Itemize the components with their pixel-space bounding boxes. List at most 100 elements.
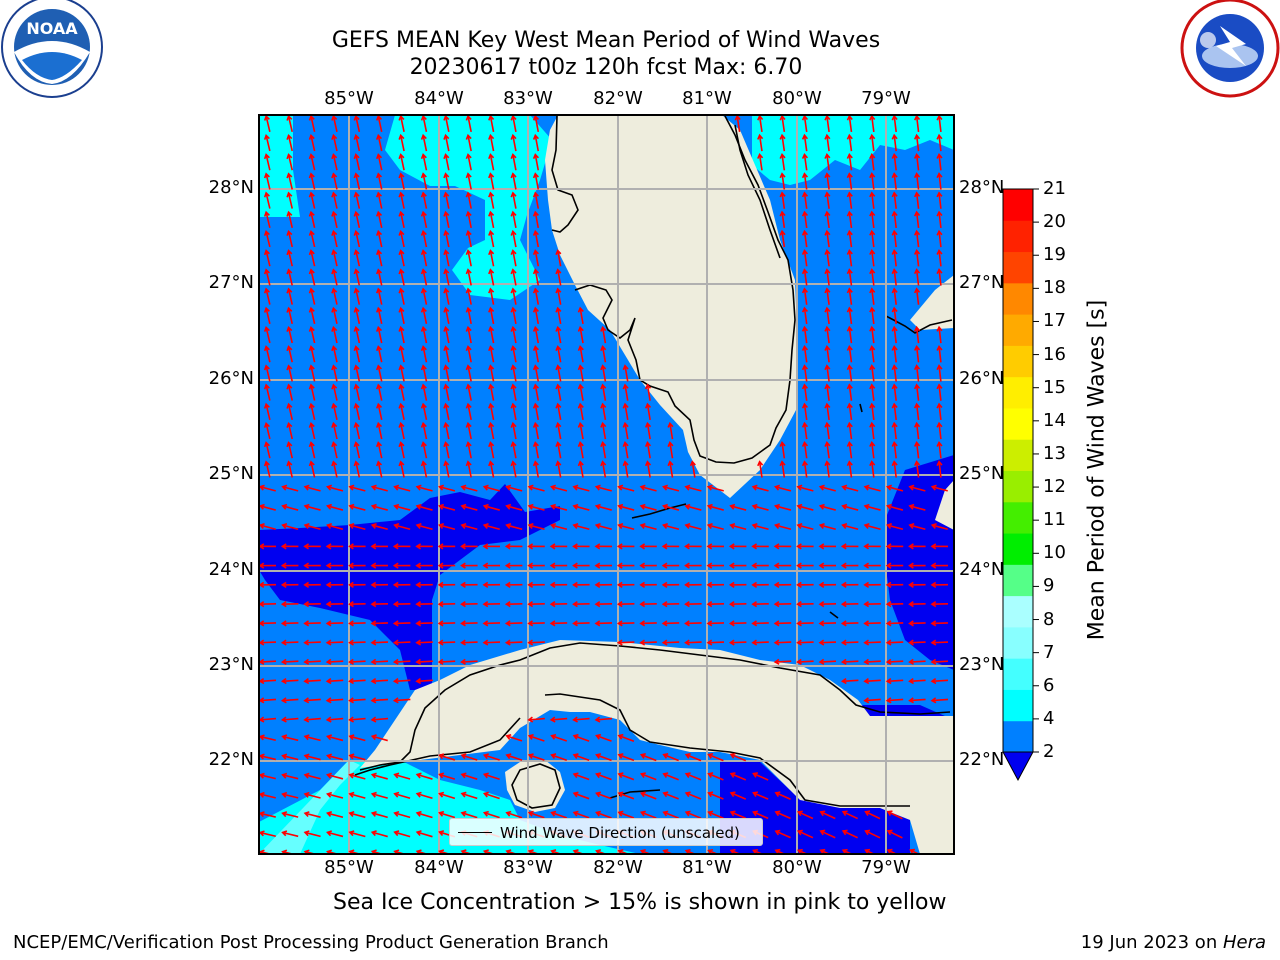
wind-arrowhead (617, 772, 624, 779)
wind-arrowhead (801, 115, 809, 121)
wind-arrow (708, 505, 724, 511)
wind-arrowhead (263, 268, 270, 275)
wind-arrow (371, 660, 389, 663)
wind-arrow (685, 641, 702, 644)
wind-arrowhead (331, 306, 338, 313)
wind-arrow (506, 524, 523, 531)
wind-arrowhead (796, 562, 802, 569)
wind-arrowhead (577, 402, 584, 409)
wind-arrow (870, 327, 875, 344)
wind-arrowhead (908, 678, 914, 685)
wind-arrow (579, 461, 584, 478)
wind-arrow (579, 384, 584, 401)
wind-arrow (512, 442, 517, 459)
wind-arrowhead (594, 484, 601, 491)
wind-arrow (707, 641, 725, 644)
wind-arrowhead (885, 601, 892, 608)
wind-arrowhead (616, 639, 623, 646)
wind-arrowhead (460, 658, 466, 665)
wind-arrowhead (460, 484, 467, 491)
wind-arrowhead (348, 562, 354, 569)
wind-arrowhead (869, 115, 876, 121)
wind-arrowhead (891, 248, 898, 255)
wind-arrow (394, 773, 411, 780)
wind-arrow (893, 115, 897, 133)
wind-arrowhead (550, 733, 557, 740)
wind-arrow (260, 485, 276, 492)
wind-arrowhead (824, 287, 831, 294)
wind-arrow (282, 641, 299, 644)
wind-arrow (467, 288, 472, 305)
wind-arrowhead (572, 581, 578, 588)
wind-arrow (506, 485, 523, 492)
wind-arrowhead (639, 562, 646, 569)
wind-arrow (377, 461, 383, 478)
wind-arrowhead (801, 133, 809, 140)
wind-arrowhead (398, 441, 405, 448)
colorbar-band (1003, 595, 1033, 628)
wind-arrow (915, 211, 920, 229)
wind-arrowhead (936, 248, 943, 255)
wind-arrow (870, 403, 875, 421)
wind-arrow (893, 461, 897, 478)
wind-arrow (534, 384, 540, 401)
wind-arrowhead (661, 601, 668, 608)
wind-arrow (349, 717, 366, 721)
wind-arrowhead (325, 716, 332, 723)
wind-arrow (377, 135, 383, 152)
wind-arrowhead (661, 639, 668, 646)
wind-arrowhead (280, 601, 287, 608)
wind-arrowhead (331, 383, 338, 390)
wind-arrow (775, 660, 792, 663)
wind-arrowhead (555, 402, 562, 409)
colorbar-band (1003, 407, 1033, 440)
wind-arrow (512, 250, 517, 267)
wind-arrowhead (286, 133, 293, 140)
wind-arrow (332, 192, 338, 209)
lat-tick-left: 22°N (208, 749, 254, 770)
wind-arrowhead (286, 249, 293, 256)
wind-arrow (803, 365, 808, 382)
wind-arrowhead (869, 287, 876, 294)
wind-arrowhead (259, 620, 265, 627)
wind-arrowhead (488, 172, 495, 179)
wind-arrowhead (259, 581, 265, 588)
wind-arrowhead (662, 810, 669, 817)
wind-arrowhead (510, 133, 517, 140)
wind-arrowhead (930, 523, 937, 529)
wind-arrow (489, 384, 495, 401)
wind-arrow (439, 641, 456, 644)
wind-arrow (399, 308, 405, 324)
wind-arrowhead (392, 581, 399, 588)
wind-arrow (327, 793, 344, 799)
wind-arrow (915, 365, 920, 382)
wind-arrow (399, 327, 405, 344)
wind-arrowhead (886, 848, 893, 854)
wind-arrow (624, 403, 629, 421)
wind-arrowhead (913, 229, 921, 236)
wind-arrow (887, 641, 904, 644)
wind-arrowhead (751, 484, 758, 491)
wind-arrowhead (398, 153, 405, 160)
wind-arrowhead (779, 229, 786, 236)
wind-arrow (864, 524, 881, 531)
wind-arrow (304, 660, 321, 663)
map-title: GEFS MEAN Key West Mean Period of Wind W… (331, 28, 881, 53)
wind-arrow (489, 327, 495, 344)
wind-arrow (528, 735, 545, 742)
wind-arrowhead (639, 753, 646, 759)
wind-arrow (551, 485, 568, 492)
wind-arrow (848, 403, 853, 421)
wind-arrowhead (532, 306, 539, 313)
wind-arrowhead (326, 523, 333, 529)
wind-arrowhead (280, 639, 287, 646)
wind-arrowhead (594, 716, 601, 723)
wind-arrowhead (639, 791, 646, 798)
wind-arrowhead (420, 249, 427, 256)
wind-arrow (775, 622, 792, 625)
wind-arrow (287, 135, 293, 152)
wind-arrowhead (420, 441, 427, 448)
wind-arrowhead (572, 753, 579, 759)
wind-arrowhead (437, 658, 444, 665)
wind-arrowhead (824, 364, 831, 371)
